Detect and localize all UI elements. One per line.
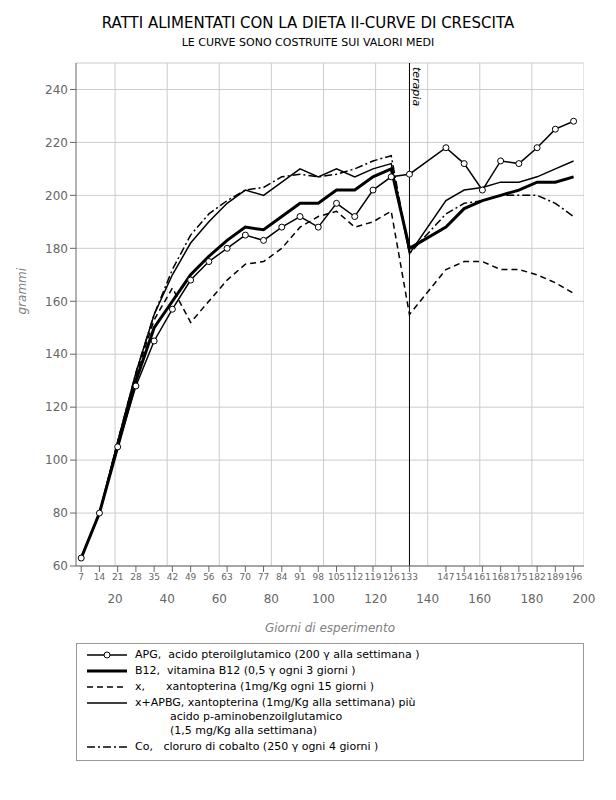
html-text:APG, acido pteroilglutamico (2: APG, acido pteroilglutamico (200 γ alla … bbox=[135, 648, 420, 661]
svg-text:100: 100 bbox=[312, 592, 335, 606]
html-text:Co, cloruro di cobalto (250 γ: Co, cloruro di cobalto (250 γ ogni 4 gio… bbox=[135, 740, 379, 753]
svg-text:154: 154 bbox=[456, 572, 473, 582]
svg-text:175: 175 bbox=[510, 572, 527, 582]
svg-text:63: 63 bbox=[221, 572, 232, 582]
svg-text:70: 70 bbox=[240, 572, 252, 582]
svg-text:84: 84 bbox=[276, 572, 288, 582]
svg-text:100: 100 bbox=[45, 453, 68, 467]
html-text:B12, vitamina B12 (0,5 γ ogni: B12, vitamina B12 (0,5 γ ogni 3 giorni ) bbox=[135, 664, 356, 677]
svg-text:140: 140 bbox=[416, 592, 439, 606]
svg-text:119: 119 bbox=[364, 572, 381, 582]
svg-text:161: 161 bbox=[474, 572, 491, 582]
svg-text:182: 182 bbox=[529, 572, 546, 582]
svg-text:126: 126 bbox=[383, 572, 400, 582]
svg-text:196: 196 bbox=[565, 572, 582, 582]
svg-text:7: 7 bbox=[78, 572, 84, 582]
svg-text:28: 28 bbox=[130, 572, 142, 582]
svg-text:terapia: terapia bbox=[410, 67, 423, 106]
svg-text:189: 189 bbox=[547, 572, 564, 582]
html-text:x+APBG, xantopterina (1mg/Kg a: x+APBG, xantopterina (1mg/Kg alla settim… bbox=[135, 696, 416, 737]
svg-text:168: 168 bbox=[492, 572, 509, 582]
html-text:x, xantopterina (1mg/Kg ogni 1: x, xantopterina (1mg/Kg ogni 15 giorni ) bbox=[135, 680, 375, 693]
svg-text:200: 200 bbox=[573, 592, 596, 606]
svg-text:21: 21 bbox=[112, 572, 123, 582]
svg-text:Giorni di esperimento: Giorni di esperimento bbox=[265, 621, 395, 635]
svg-text:180: 180 bbox=[45, 242, 68, 256]
svg-text:160: 160 bbox=[45, 295, 68, 309]
svg-text:105: 105 bbox=[328, 572, 345, 582]
svg-text:180: 180 bbox=[520, 592, 543, 606]
svg-text:60: 60 bbox=[212, 592, 227, 606]
svg-text:133: 133 bbox=[401, 572, 418, 582]
svg-text:112: 112 bbox=[346, 572, 363, 582]
svg-text:120: 120 bbox=[45, 400, 68, 414]
svg-text:80: 80 bbox=[53, 506, 68, 520]
svg-text:49: 49 bbox=[185, 572, 197, 582]
html-text:LE CURVE SONO COSTRUITE SUI VA: LE CURVE SONO COSTRUITE SUI VALORI MEDI bbox=[181, 36, 435, 49]
svg-text:60: 60 bbox=[53, 559, 68, 573]
svg-text:240: 240 bbox=[45, 83, 68, 97]
svg-text:147: 147 bbox=[437, 572, 454, 582]
svg-text:35: 35 bbox=[148, 572, 159, 582]
svg-text:grammi: grammi bbox=[15, 267, 29, 314]
svg-text:14: 14 bbox=[94, 572, 106, 582]
svg-text:98: 98 bbox=[313, 572, 325, 582]
svg-text:91: 91 bbox=[294, 572, 305, 582]
svg-text:40: 40 bbox=[160, 592, 175, 606]
svg-text:56: 56 bbox=[203, 572, 215, 582]
svg-text:220: 220 bbox=[45, 136, 68, 150]
svg-text:120: 120 bbox=[364, 592, 387, 606]
svg-text:77: 77 bbox=[258, 572, 269, 582]
svg-text:200: 200 bbox=[45, 189, 68, 203]
svg-text:160: 160 bbox=[468, 592, 491, 606]
svg-text:140: 140 bbox=[45, 347, 68, 361]
svg-text:42: 42 bbox=[167, 572, 178, 582]
svg-text:80: 80 bbox=[264, 592, 279, 606]
html-text:RATTI ALIMENTATI CON LA DIETA: RATTI ALIMENTATI CON LA DIETA II-CURVE D… bbox=[101, 14, 515, 32]
svg-text:20: 20 bbox=[107, 592, 122, 606]
